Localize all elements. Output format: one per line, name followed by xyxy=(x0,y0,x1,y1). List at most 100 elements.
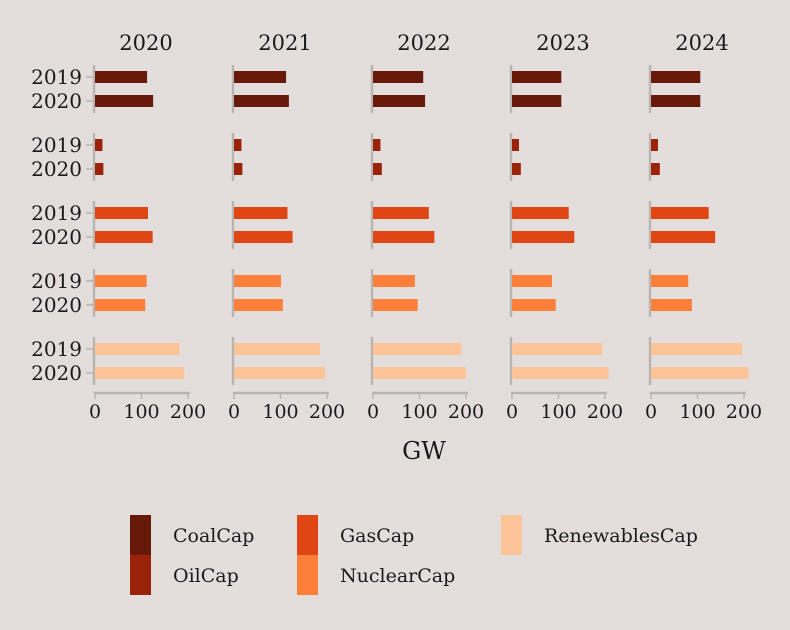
bar-gascap-2020 xyxy=(373,231,435,243)
bar-coalcap-2019 xyxy=(95,71,148,83)
bar-gascap-2020 xyxy=(234,231,293,243)
bar-coalcap-2020 xyxy=(512,95,562,107)
x-axis-label: GW xyxy=(402,437,446,465)
bar-gascap-2019 xyxy=(512,207,569,219)
bar-oilcap-2019 xyxy=(512,139,519,151)
x-tick-label: 200 xyxy=(170,401,206,423)
y-tick-label: 2019 xyxy=(31,269,82,293)
legend: CoalCap GasCap RenewablesCap OilCap NuclearC… xyxy=(130,515,698,595)
facet-title: 2023 xyxy=(536,31,589,55)
y-tick-label: 2020 xyxy=(31,361,82,385)
bar-oilcap-2019 xyxy=(95,139,103,151)
x-tick-label: 0 xyxy=(228,401,240,423)
legend-label: RenewablesCap xyxy=(544,525,698,547)
x-tick-label: 100 xyxy=(262,401,298,423)
bar-renewablescap-2019 xyxy=(95,343,180,355)
facet-title: 2022 xyxy=(397,31,450,55)
legend-swatch xyxy=(130,515,151,555)
bar-renewablescap-2019 xyxy=(651,343,743,355)
x-tick-label: 200 xyxy=(726,401,762,423)
facet-title: 2024 xyxy=(675,31,728,55)
bar-nuclearcap-2019 xyxy=(234,275,281,287)
facet-title: 2021 xyxy=(258,31,311,55)
bar-gascap-2019 xyxy=(651,207,709,219)
x-tick-label: 200 xyxy=(448,401,484,423)
bar-renewablescap-2019 xyxy=(512,343,603,355)
bar-coalcap-2019 xyxy=(234,71,287,83)
x-tick-label: 100 xyxy=(679,401,715,423)
x-tick-label: 200 xyxy=(309,401,345,423)
x-tick-label: 100 xyxy=(123,401,159,423)
bar-gascap-2020 xyxy=(95,231,153,243)
bar-renewablescap-2020 xyxy=(234,367,326,379)
bar-nuclearcap-2020 xyxy=(651,299,692,311)
legend-swatch xyxy=(501,515,522,555)
bar-renewablescap-2020 xyxy=(373,367,466,379)
bar-renewablescap-2019 xyxy=(373,343,462,355)
bar-gascap-2019 xyxy=(234,207,288,219)
legend-item-gascap: GasCap xyxy=(297,515,414,555)
x-tick-label: 100 xyxy=(540,401,576,423)
legend-item-renewablescap: RenewablesCap xyxy=(501,515,698,555)
bar-nuclearcap-2020 xyxy=(234,299,283,311)
legend-swatch xyxy=(297,555,318,595)
bar-nuclearcap-2020 xyxy=(512,299,556,311)
bar-nuclearcap-2020 xyxy=(373,299,418,311)
bar-oilcap-2020 xyxy=(651,163,660,175)
legend-label: NuclearCap xyxy=(340,565,455,587)
bar-oilcap-2019 xyxy=(373,139,381,151)
bar-oilcap-2019 xyxy=(234,139,242,151)
facet-title: 2020 xyxy=(119,31,172,55)
bar-renewablescap-2020 xyxy=(512,367,609,379)
x-tick-label: 0 xyxy=(645,401,657,423)
bar-gascap-2020 xyxy=(512,231,575,243)
legend-swatch xyxy=(130,555,151,595)
x-tick-label: 200 xyxy=(587,401,623,423)
x-tick-label: 100 xyxy=(401,401,437,423)
facet-2021: 2021 0 100 200 xyxy=(228,31,345,423)
bar-nuclearcap-2019 xyxy=(512,275,552,287)
legend-item-nuclearcap: NuclearCap xyxy=(297,555,455,595)
y-tick-label: 2020 xyxy=(31,157,82,181)
y-tick-label: 2019 xyxy=(31,133,82,157)
y-tick-label: 2019 xyxy=(31,337,82,361)
legend-label: CoalCap xyxy=(173,525,254,547)
bar-oilcap-2020 xyxy=(234,163,243,175)
legend-label: GasCap xyxy=(340,525,414,547)
facet-2020: 2020201920202019202020192020201920202019… xyxy=(31,31,206,423)
bar-oilcap-2019 xyxy=(651,139,658,151)
facet-panels: 2020201920202019202020192020201920202019… xyxy=(31,31,762,423)
facet-2023: 2023 0 100 200 xyxy=(506,31,623,423)
y-tick-label: 2019 xyxy=(31,65,82,89)
y-tick-label: 2020 xyxy=(31,293,82,317)
bar-oilcap-2020 xyxy=(95,163,104,175)
facet-2022: 2022 0 100 200 xyxy=(367,31,484,423)
bar-coalcap-2019 xyxy=(512,71,562,83)
legend-item-oilcap: OilCap xyxy=(130,555,239,595)
bar-coalcap-2020 xyxy=(234,95,289,107)
bar-gascap-2019 xyxy=(373,207,429,219)
bar-nuclearcap-2019 xyxy=(651,275,689,287)
bar-coalcap-2019 xyxy=(651,71,701,83)
bar-renewablescap-2020 xyxy=(95,367,185,379)
bar-nuclearcap-2019 xyxy=(95,275,147,287)
bar-coalcap-2020 xyxy=(95,95,154,107)
x-tick-label: 0 xyxy=(506,401,518,423)
bar-coalcap-2020 xyxy=(651,95,701,107)
bar-renewablescap-2019 xyxy=(234,343,321,355)
legend-label: OilCap xyxy=(173,565,239,587)
y-tick-label: 2019 xyxy=(31,201,82,225)
bar-nuclearcap-2020 xyxy=(95,299,146,311)
bar-gascap-2019 xyxy=(95,207,149,219)
bar-coalcap-2019 xyxy=(373,71,424,83)
bar-renewablescap-2020 xyxy=(651,367,749,379)
bar-coalcap-2020 xyxy=(373,95,426,107)
bar-oilcap-2020 xyxy=(512,163,521,175)
facet-2024: 2024 0 100 200 xyxy=(645,31,762,423)
y-tick-label: 2020 xyxy=(31,89,82,113)
bar-gascap-2020 xyxy=(651,231,716,243)
y-tick-label: 2020 xyxy=(31,225,82,249)
x-tick-label: 0 xyxy=(89,401,101,423)
bar-nuclearcap-2019 xyxy=(373,275,415,287)
